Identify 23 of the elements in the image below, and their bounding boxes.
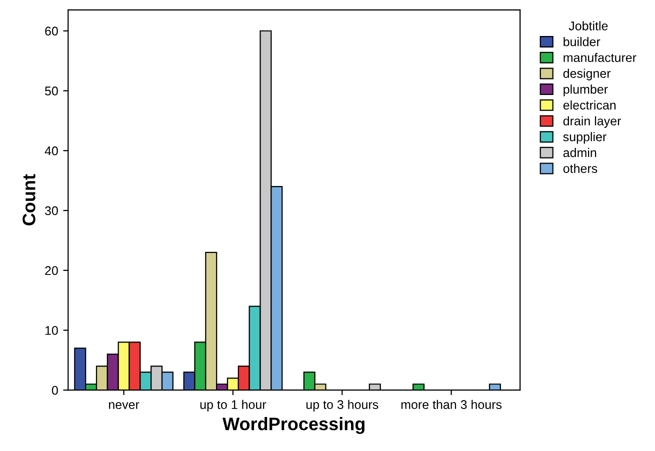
x-tick-label: never: [108, 402, 140, 410]
legend-label: admin: [563, 148, 596, 158]
legend-label: builder: [564, 37, 600, 46]
legend-label: others: [563, 164, 598, 173]
legend-label: designer: [563, 68, 611, 80]
x-tick-label: more than 3 hours: [401, 400, 502, 410]
x-tick-label: up to 1 hour: [200, 400, 266, 412]
legend-title: Jobtitle: [568, 21, 608, 30]
legend-label: drain layer: [563, 116, 622, 128]
y-tick-label: 50: [44, 86, 58, 96]
y-tick-label: 30: [44, 206, 58, 216]
legend-label: plumber: [564, 84, 608, 96]
y-axis-title: Count: [22, 174, 36, 226]
y-tick-label: 40: [44, 146, 58, 156]
y-tick-label: 10: [45, 326, 58, 335]
x-axis-title: WordProcessing: [222, 417, 364, 434]
x-tick-label: up to 3 hours: [306, 400, 378, 412]
y-tick-label: 20: [45, 266, 58, 276]
legend-label: manufacturer: [564, 52, 636, 62]
legend-label: electrican: [563, 100, 616, 110]
y-tick-label: 60: [45, 26, 58, 36]
legend-label: supplier: [563, 132, 606, 144]
y-tick-label: 0: [52, 386, 58, 395]
